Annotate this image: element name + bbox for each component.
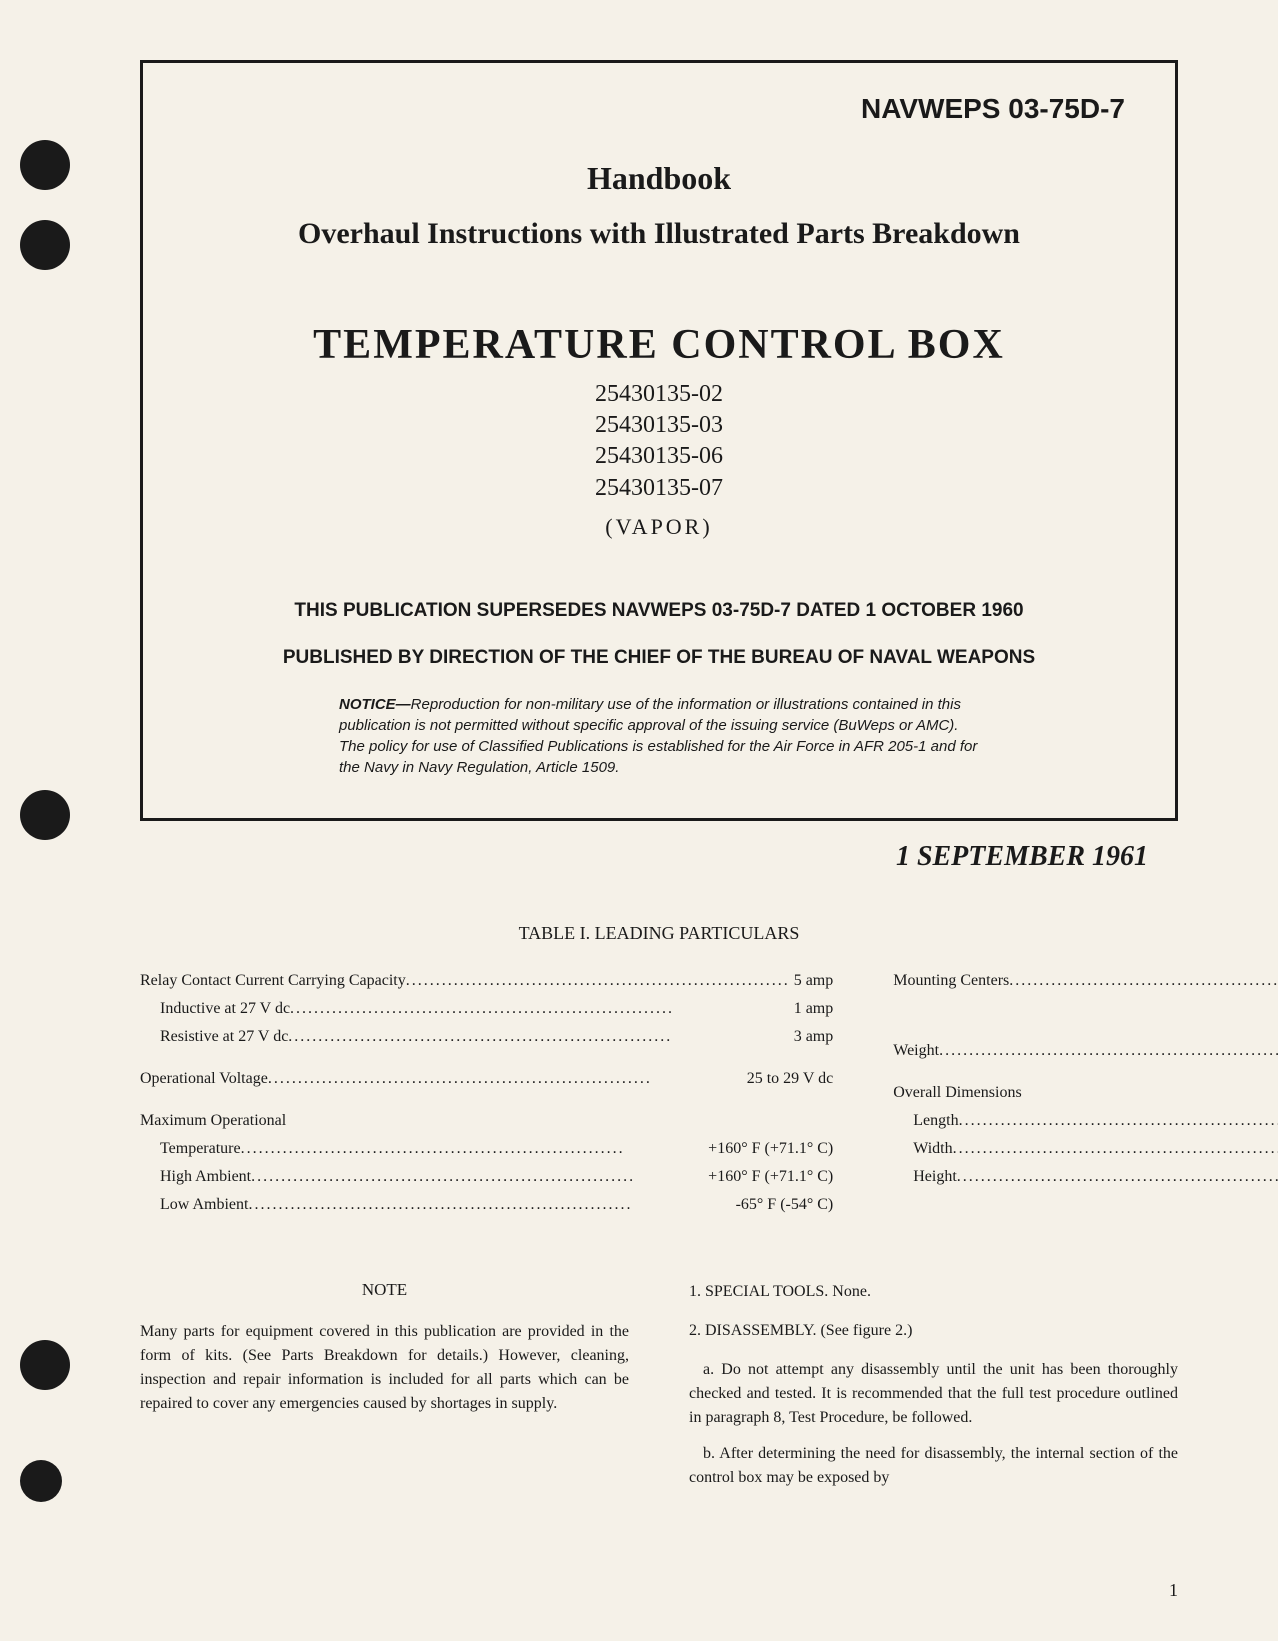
right-column: Mounting Centers 5.625 ±0.010 by 2.594 ±… [893,969,1278,1235]
note-title: NOTE [140,1280,629,1300]
handbook-label: Handbook [193,160,1125,197]
main-title: TEMPERATURE CONTROL BOX [193,321,1125,369]
leader-dots [248,1193,731,1217]
spec-label: Temperature [140,1137,241,1161]
notice-block: NOTICE—Reproduction for non-military use… [339,694,979,778]
spec-value: -65° F (-54° C) [732,1193,834,1217]
leader-dots [268,1067,743,1091]
part-number: 25430135-06 [193,441,1125,472]
spec-label: Length [893,1109,958,1133]
spec-value: 5 amp [790,969,834,993]
spec-label: Relay Contact Current Carrying Capacity [140,969,406,993]
part-number: 25430135-03 [193,410,1125,441]
spec-label: Weight [893,1039,939,1063]
punch-hole [20,1460,62,1502]
sub-item: a. Do not attempt any disassembly until … [689,1358,1178,1430]
leader-dots [939,1039,1278,1063]
leader-dots [251,1165,704,1189]
document-number: NAVWEPS 03-75D-7 [193,93,1125,125]
notice-text: Reproduction for non-military use of the… [339,696,977,776]
spec-label: Height [893,1165,957,1189]
spec-value: +160° F (+71.1° C) [704,1137,833,1161]
note-column: NOTE Many parts for equipment covered in… [140,1280,629,1502]
table-title: TABLE I. LEADING PARTICULARS [140,923,1178,944]
leader-dots [290,997,790,1021]
title-box: NAVWEPS 03-75D-7 Handbook Overhaul Instr… [140,60,1178,821]
spec-label: Inductive at 27 V dc [140,997,290,1021]
spec-value: 1 amp [790,997,834,1021]
left-column: Relay Contact Current Carrying Capacity … [140,969,833,1235]
spec-label: Mounting Centers [893,969,1009,993]
spec-label: Low Ambient [140,1193,248,1217]
punch-hole [20,220,70,270]
subtitle: Overhaul Instructions with Illustrated P… [193,217,1125,251]
spec-label: Width [893,1137,952,1161]
spec-label: Operational Voltage [140,1067,268,1091]
note-text: Many parts for equipment covered in this… [140,1320,629,1416]
leader-dots [953,1137,1278,1161]
punch-hole [20,790,70,840]
publication-date: 1 SEPTEMBER 1961 [140,841,1178,873]
published-text: PUBLISHED BY DIRECTION OF THE CHIEF OF T… [193,647,1125,669]
numbered-item: 1. SPECIAL TOOLS. None. [689,1280,1178,1304]
page-number: 1 [1169,1580,1178,1601]
leader-dots [1009,969,1278,993]
part-number: 25430135-07 [193,473,1125,504]
punch-hole [20,140,70,190]
spec-header: Overall Dimensions [893,1081,1021,1105]
spec-value: 3 amp [790,1025,834,1049]
part-number: 25430135-02 [193,379,1125,410]
spec-label: Resistive at 27 V dc [140,1025,288,1049]
leader-dots [288,1025,789,1049]
punch-hole [20,1340,70,1390]
spec-value: 25 to 29 V dc [743,1067,834,1091]
spec-label: High Ambient [140,1165,251,1189]
sub-item: b. After determining the need for disass… [689,1442,1178,1490]
particulars-table: Relay Contact Current Carrying Capacity … [140,969,1178,1235]
spec-header: Maximum Operational [140,1109,286,1133]
leader-dots [959,1109,1278,1133]
leader-dots [241,1137,705,1161]
leader-dots [957,1165,1278,1189]
numbered-item: 2. DISASSEMBLY. (See figure 2.) [689,1319,1178,1343]
document-page: NAVWEPS 03-75D-7 Handbook Overhaul Instr… [0,0,1278,1641]
supersedes-text: THIS PUBLICATION SUPERSEDES NAVWEPS 03-7… [193,600,1125,622]
spec-value: +160° F (+71.1° C) [704,1165,833,1189]
notice-label: NOTICE— [339,696,411,713]
items-column: 1. SPECIAL TOOLS. None. 2. DISASSEMBLY. … [689,1280,1178,1502]
vapor-label: (VAPOR) [193,514,1125,540]
part-numbers: 25430135-02 25430135-03 25430135-06 2543… [193,379,1125,504]
leader-dots [406,969,790,993]
bottom-section: NOTE Many parts for equipment covered in… [140,1280,1178,1502]
